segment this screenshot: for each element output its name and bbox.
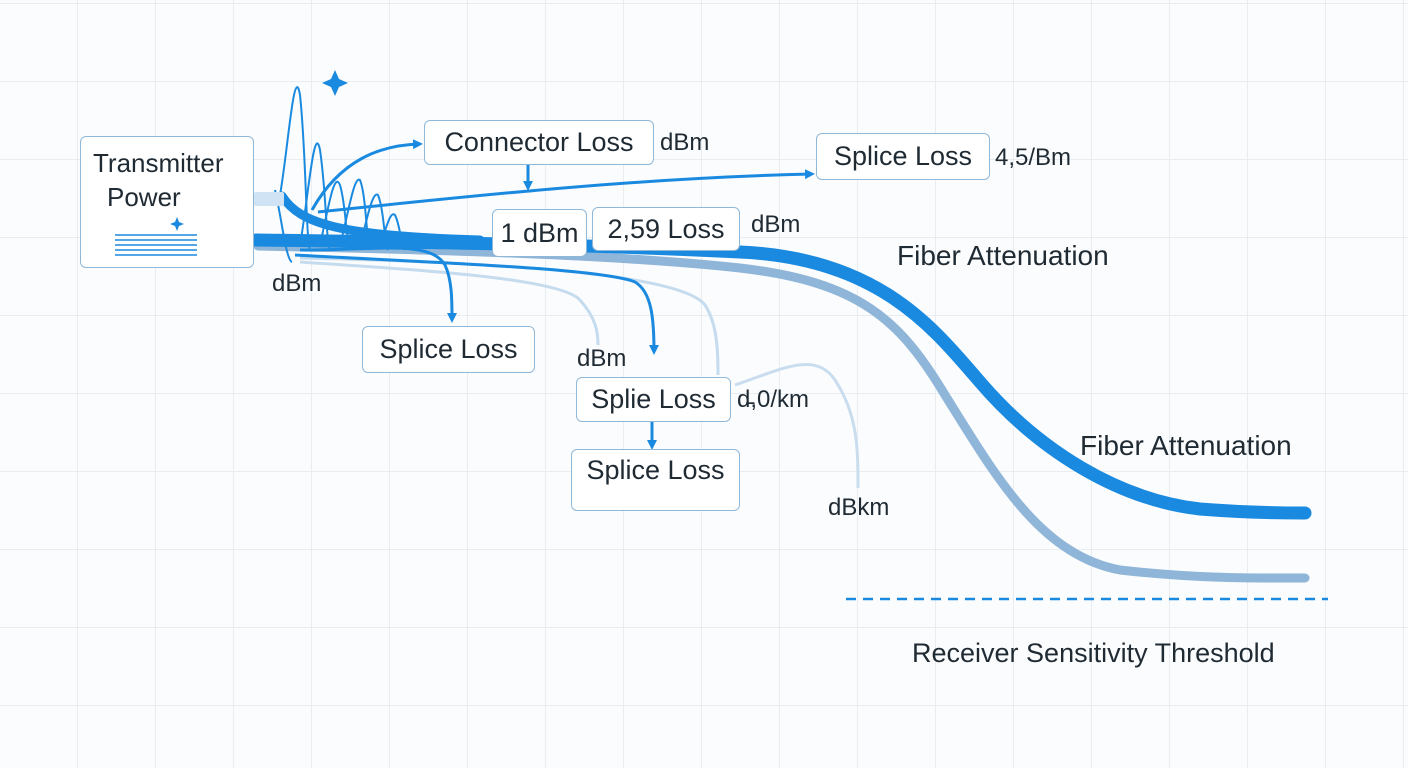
arrow-to-splie bbox=[294, 253, 659, 355]
splie-loss-label: Splie Loss bbox=[591, 384, 716, 414]
splice-loss-top-box: Splice Loss bbox=[816, 133, 990, 180]
arrow-to-splice-top bbox=[317, 169, 815, 214]
fiber-attenuation-label-2: Fiber Attenuation bbox=[1080, 430, 1292, 461]
splice-loss-top-label: Splice Loss bbox=[833, 141, 973, 171]
transmitter-title: Transmitter bbox=[93, 148, 224, 178]
splice-top-value-label: 4,5/Bm bbox=[995, 144, 1072, 171]
splie-loss-box: Splie Loss bbox=[576, 377, 731, 422]
arrow-to-splice-left bbox=[299, 246, 457, 323]
dbm-loss259-label: dBm bbox=[751, 211, 801, 238]
splice-loss-bottom-box: Splice Loss bbox=[571, 449, 740, 511]
laser-emitter-icon bbox=[115, 217, 197, 256]
dbm-connector-label: dBm bbox=[660, 129, 710, 156]
loss-259-label: 2,59 Loss bbox=[607, 213, 725, 244]
one-dbm-label: 1 dBm bbox=[500, 217, 579, 248]
dbkm-label: dBkm bbox=[828, 494, 890, 521]
faint-branch-1 bbox=[299, 260, 600, 346]
signal-waves bbox=[274, 86, 406, 263]
primary-fiber-head bbox=[277, 191, 485, 245]
tx-port bbox=[254, 192, 284, 206]
faint-branch-3 bbox=[734, 363, 860, 489]
one-dbm-box: 1 dBm bbox=[492, 209, 587, 257]
transmitter-box: Transmitter Power bbox=[80, 136, 254, 268]
dbm-tx-label: dBm bbox=[272, 270, 322, 297]
splice-loss-left-box: Splice Loss bbox=[362, 326, 535, 373]
arrow-to-connector-loss bbox=[310, 139, 423, 211]
connector-loss-box: Connector Loss bbox=[424, 120, 654, 165]
receiver-threshold-label: Receiver Sensitivity Threshold bbox=[912, 638, 1275, 668]
splice-loss-left-label: Splice Loss bbox=[379, 334, 518, 364]
transmitter-subtitle: Power bbox=[107, 181, 181, 212]
loss-259-box: 2,59 Loss bbox=[592, 207, 740, 251]
dbm-mid-label: dBm bbox=[577, 345, 627, 372]
fiber-attenuation-label-1: Fiber Attenuation bbox=[897, 240, 1109, 271]
splice-loss-bottom-label: Splice Loss bbox=[586, 455, 725, 485]
splie-value-label: d̵,0/km bbox=[737, 386, 810, 413]
connector-loss-label: Connector Loss bbox=[444, 127, 634, 157]
primary-fiber-curve bbox=[249, 233, 1312, 520]
sparkle-icon bbox=[322, 70, 348, 96]
